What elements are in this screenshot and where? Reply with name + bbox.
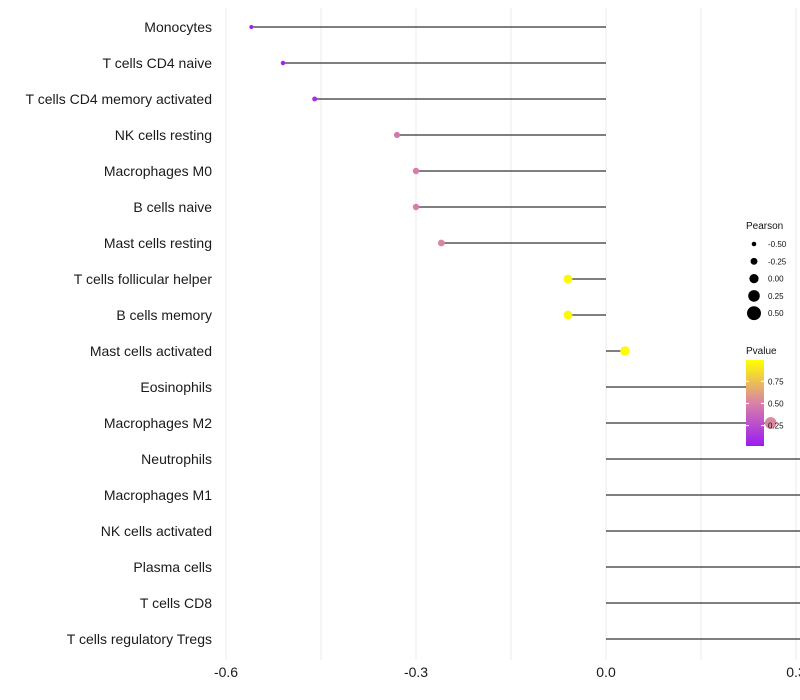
size-legend-key	[751, 241, 757, 247]
color-legend-label: 0.25	[768, 422, 784, 431]
category-label: Neutrophils	[141, 451, 212, 467]
data-point	[620, 346, 630, 356]
pvalue-color-bar	[746, 360, 764, 446]
category-label: Eosinophils	[140, 379, 212, 395]
category-label: T cells regulatory Tregs	[67, 631, 212, 647]
category-label: Macrophages M2	[104, 415, 212, 431]
category-label: NK cells activated	[101, 523, 212, 539]
category-label: B cells memory	[116, 307, 212, 323]
x-tick-label: -0.6	[214, 664, 238, 680]
x-axis-ticks: -0.6 -0.3 0.0 0.3	[214, 664, 800, 680]
x-tick-label: 0.0	[596, 664, 616, 680]
x-tick-label: 0.3	[786, 664, 800, 680]
size-legend-key	[748, 290, 760, 302]
size-legend-label: 0.50	[768, 309, 784, 318]
data-point	[563, 274, 573, 284]
category-label: T cells CD4 memory activated	[26, 91, 212, 107]
data-point	[764, 417, 777, 429]
data-point	[280, 60, 286, 66]
size-legend-label: 0.25	[768, 292, 784, 301]
data-point	[412, 167, 420, 175]
data-point	[393, 131, 401, 139]
category-labels: Monocytes T cells CD4 naive T cells CD4 me…	[26, 19, 213, 647]
category-label: T cells CD4 naive	[103, 55, 213, 71]
size-legend-label: -0.50	[768, 240, 787, 249]
grid-lines	[225, 8, 797, 660]
data-point	[412, 203, 420, 211]
category-label: Macrophages M1	[104, 487, 212, 503]
category-label: B cells naive	[133, 199, 212, 215]
stems	[251, 26, 800, 640]
data-point	[312, 96, 318, 102]
category-label: Mast cells resting	[104, 235, 212, 251]
size-legend-key	[749, 273, 759, 284]
x-tick-label: -0.3	[404, 664, 428, 680]
pearson-legend-title: Pearson	[746, 221, 783, 232]
category-label: T cells CD8	[140, 595, 212, 611]
color-legend-label: 0.50	[768, 399, 784, 408]
points	[249, 25, 777, 429]
category-label: Macrophages M0	[104, 163, 212, 179]
data-point	[249, 25, 254, 29]
pvalue-color-legend: Pvalue 0.75 0.50 0.25	[746, 346, 784, 446]
category-label: Mast cells activated	[90, 343, 212, 359]
data-point	[563, 310, 573, 320]
size-legend-label: 0.00	[768, 275, 784, 284]
category-label: NK cells resting	[115, 127, 212, 143]
pearson-size-legend: Pearson -0.50 -0.25 0.00 0.25 0.50	[746, 221, 787, 321]
size-legend-label: -0.25	[768, 257, 787, 266]
category-label: Monocytes	[144, 19, 212, 35]
data-point	[437, 239, 445, 247]
category-label: Plasma cells	[133, 559, 212, 575]
size-legend-key	[747, 306, 761, 321]
color-legend-label: 0.75	[768, 377, 784, 386]
pvalue-legend-title: Pvalue	[746, 346, 777, 357]
category-label: T cells follicular helper	[74, 271, 213, 287]
size-legend-key	[750, 257, 758, 265]
